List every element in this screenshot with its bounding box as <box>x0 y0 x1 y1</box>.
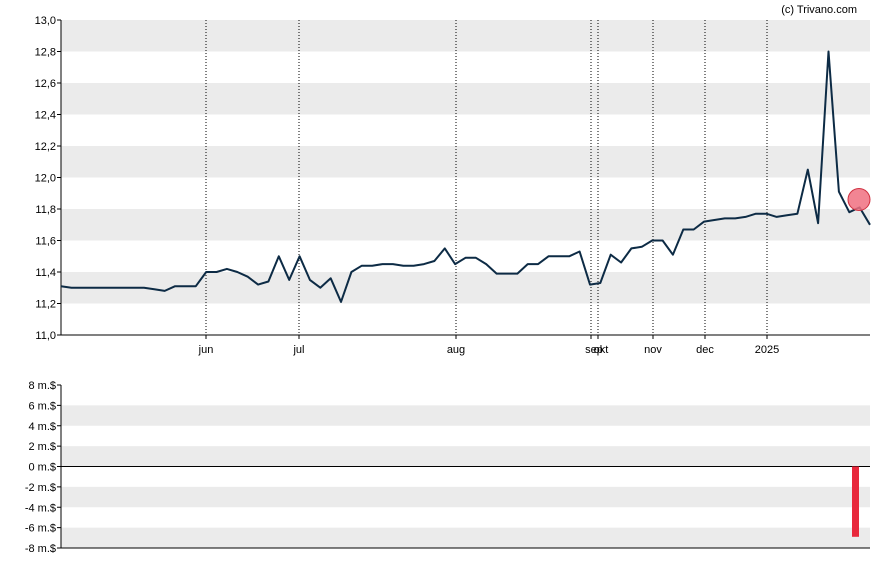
x-tick-label: dec <box>696 344 714 356</box>
volume-y-tick-label: -6 m.$ <box>25 523 56 535</box>
y-tick-label: 12,2 <box>35 141 56 153</box>
volume-bar <box>852 466 859 537</box>
y-tick-label: 12,4 <box>35 110 56 122</box>
volume-grid-band <box>61 527 870 548</box>
volume-y-tick-label: 6 m.$ <box>28 400 56 412</box>
price-grid-band <box>61 209 870 241</box>
y-tick-label: 13,0 <box>35 15 56 27</box>
volume-chart-panel: 8 m.$ 6 m.$ 4 m.$ 2 m.$ 0 m.$ -2 m.$ -4 m.$ -6 … <box>25 380 870 555</box>
y-tick-label: 11,6 <box>35 236 56 248</box>
volume-y-tick-label: 0 m.$ <box>28 462 56 474</box>
price-grid-band <box>61 146 870 178</box>
x-tick-label: sep <box>585 344 603 356</box>
y-tick-label: 11,4 <box>35 267 56 279</box>
price-grid-band <box>61 272 870 304</box>
y-tick-label: 11,2 <box>35 299 56 311</box>
volume-grid-band <box>61 405 870 426</box>
y-tick-label: 11,8 <box>35 204 56 216</box>
x-tick-label: nov <box>644 344 662 356</box>
volume-y-tick-label: -8 m.$ <box>25 543 56 555</box>
y-tick-label: 12,8 <box>35 47 56 59</box>
volume-y-tick-label: -4 m.$ <box>25 502 56 514</box>
price-grid-band <box>61 20 870 52</box>
x-tick-label: okt <box>594 344 609 356</box>
price-grid-band <box>61 83 870 115</box>
x-tick-label: 2025 <box>755 344 779 356</box>
x-tick-label: jul <box>292 344 304 356</box>
last-price-marker <box>847 188 871 212</box>
y-tick-label: 12,0 <box>35 173 56 185</box>
y-tick-label: 11,0 <box>35 330 56 342</box>
y-tick-label: 12,6 <box>35 78 56 90</box>
volume-y-tick-label: 8 m.$ <box>28 380 56 392</box>
volume-grid-band <box>61 446 870 467</box>
volume-grid-band <box>61 486 870 508</box>
x-tick-label: aug <box>447 344 465 356</box>
volume-y-tick-label: -2 m.$ <box>25 482 56 494</box>
volume-y-tick-label: 4 m.$ <box>28 421 56 433</box>
copyright-label: (c) Trivano.com <box>781 4 857 16</box>
volume-y-tick-label: 2 m.$ <box>28 441 56 453</box>
x-tick-label: jun <box>198 344 214 356</box>
price-series-line <box>60 50 871 303</box>
